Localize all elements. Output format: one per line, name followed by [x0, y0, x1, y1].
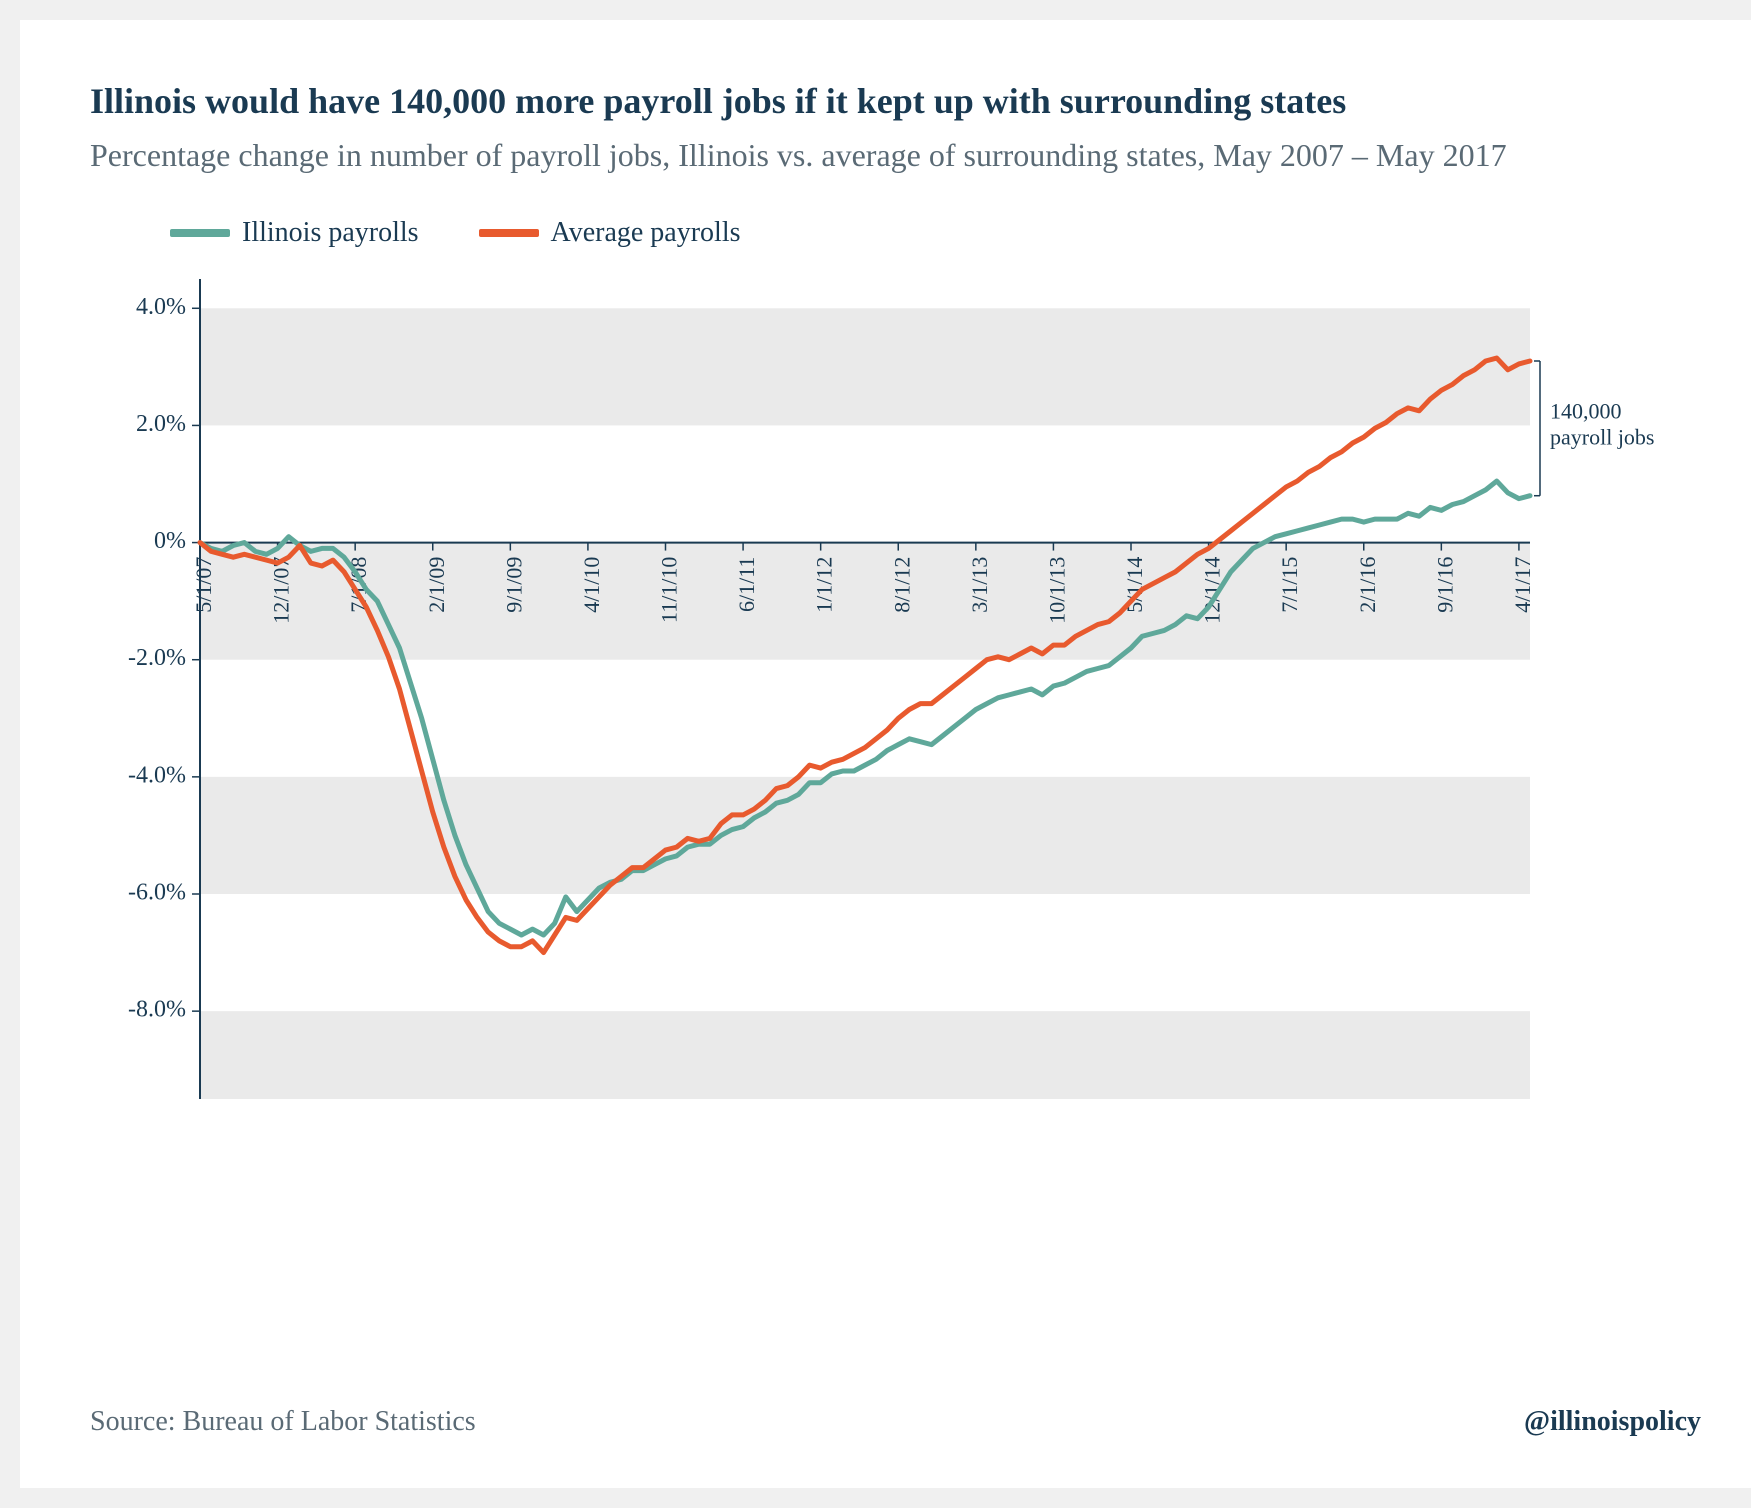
svg-text:140,000: 140,000: [1550, 399, 1622, 424]
svg-text:5/1/07: 5/1/07: [191, 557, 216, 613]
chart-title: Illinois would have 140,000 more payroll…: [90, 80, 1701, 122]
svg-text:1/1/12: 1/1/12: [812, 557, 837, 613]
legend: Illinois payrolls Average payrolls: [170, 217, 1701, 249]
chart-footer: Source: Bureau of Labor Statistics @illi…: [90, 1406, 1701, 1438]
svg-text:10/1/13: 10/1/13: [1044, 557, 1069, 624]
legend-swatch-illinois: [170, 229, 230, 237]
svg-text:6/1/11: 6/1/11: [734, 557, 759, 612]
chart-subtitle: Percentage change in number of payroll j…: [90, 134, 1701, 177]
svg-text:9/1/09: 9/1/09: [501, 557, 526, 613]
svg-text:4/1/10: 4/1/10: [579, 557, 604, 613]
svg-text:0%: 0%: [154, 528, 186, 554]
legend-item-illinois: Illinois payrolls: [170, 217, 419, 249]
chart-container: Illinois would have 140,000 more payroll…: [20, 20, 1751, 1488]
plot-svg: 4.0% 2.0% 0% -2.0% -4.0% -6.0% -8.0% 5/1/07 12/1…: [110, 269, 1690, 1219]
legend-label: Average payrolls: [551, 217, 741, 249]
legend-label: Illinois payrolls: [242, 217, 419, 249]
source-label: Source: Bureau of Labor Statistics: [90, 1406, 476, 1438]
legend-swatch-average: [479, 229, 539, 237]
plot-area: 4.0% 2.0% 0% -2.0% -4.0% -6.0% -8.0% 5/1/07 12/1…: [110, 269, 1690, 1219]
svg-text:8/1/12: 8/1/12: [889, 557, 914, 613]
svg-text:2/1/16: 2/1/16: [1355, 557, 1380, 613]
svg-text:2/1/09: 2/1/09: [424, 557, 449, 613]
svg-text:-4.0%: -4.0%: [128, 763, 186, 789]
svg-text:2.0%: 2.0%: [136, 411, 186, 437]
svg-text:7/1/15: 7/1/15: [1277, 557, 1302, 613]
svg-text:4.0%: 4.0%: [136, 294, 186, 320]
handle-label: @illinoispolicy: [1524, 1406, 1701, 1438]
legend-item-average: Average payrolls: [479, 217, 741, 249]
svg-text:11/1/10: 11/1/10: [657, 557, 682, 623]
svg-text:-2.0%: -2.0%: [128, 645, 186, 671]
svg-text:-8.0%: -8.0%: [128, 997, 186, 1023]
svg-text:3/1/13: 3/1/13: [967, 557, 992, 613]
svg-text:-6.0%: -6.0%: [128, 880, 186, 906]
svg-text:4/1/17: 4/1/17: [1510, 557, 1535, 613]
svg-text:9/1/16: 9/1/16: [1432, 557, 1457, 613]
svg-text:12/1/07: 12/1/07: [269, 557, 294, 624]
svg-text:payroll jobs: payroll jobs: [1550, 425, 1655, 450]
